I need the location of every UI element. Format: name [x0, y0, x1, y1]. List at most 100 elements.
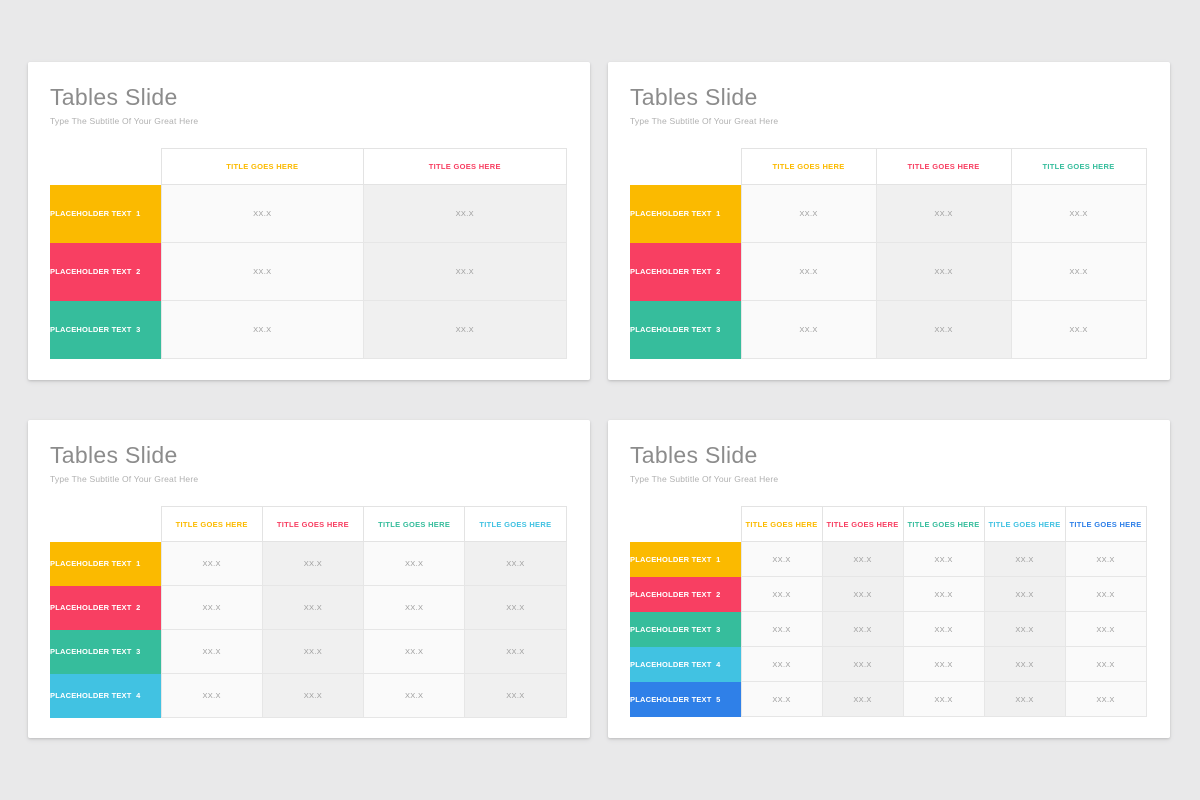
slide-thumbnail[interactable]: Tables Slide Type The Subtitle Of Your G… — [28, 62, 590, 380]
row-label-cell: PLACEHOLDER TEXT 3 — [50, 629, 161, 674]
slide-thumbnail[interactable]: Tables Slide Type The Subtitle Of Your G… — [28, 420, 590, 738]
value-cell: XX.X — [464, 673, 567, 718]
table-row: PLACEHOLDER TEXT 2 XX.X XX.X XX.X — [630, 242, 1147, 301]
value-cell: XX.X — [875, 242, 1012, 301]
table-column-header: TITLE GOES HERE — [363, 148, 567, 185]
table-body: PLACEHOLDER TEXT 1 XX.X XX.X XX.X XX.X XX.X PL… — [630, 541, 1147, 717]
table-body: PLACEHOLDER TEXT 1 XX.X XX.X XX.X XX.X PLACEH… — [50, 541, 567, 718]
row-label-cell: PLACEHOLDER TEXT 1 — [50, 541, 161, 586]
table-column-header: TITLE GOES HERE — [740, 506, 823, 542]
slide-thumbnail[interactable]: Tables Slide Type The Subtitle Of Your G… — [608, 62, 1170, 380]
table-corner-cell — [630, 149, 741, 185]
table-column-header: TITLE GOES HERE — [261, 506, 365, 542]
table-row: PLACEHOLDER TEXT 4 XX.X XX.X XX.X XX.X — [50, 673, 567, 718]
value-cell: XX.X — [983, 611, 1066, 647]
value-cell: XX.X — [875, 184, 1012, 243]
value-cell: XX.X — [902, 576, 985, 612]
value-cell: XX.X — [1064, 576, 1147, 612]
table-column-header: TITLE GOES HERE — [160, 506, 263, 542]
value-cell: XX.X — [740, 242, 877, 301]
table-row: PLACEHOLDER TEXT 3 XX.X XX.X XX.X XX.X XX.X — [630, 611, 1147, 647]
value-cell: XX.X — [362, 673, 466, 718]
table-column-header: TITLE GOES HERE — [464, 506, 567, 542]
value-cell: XX.X — [160, 300, 364, 359]
value-cell: XX.X — [821, 681, 904, 717]
value-cell: XX.X — [902, 646, 985, 682]
row-label-cell: PLACEHOLDER TEXT 2 — [630, 242, 741, 301]
value-cell: XX.X — [1010, 300, 1147, 359]
value-cell: XX.X — [821, 611, 904, 647]
table-body: PLACEHOLDER TEXT 1 XX.X XX.X PLACEHOLDER TE… — [50, 184, 567, 359]
value-cell: XX.X — [160, 541, 263, 586]
table-body: PLACEHOLDER TEXT 1 XX.X XX.X XX.X PLACEHOLDE… — [630, 184, 1147, 359]
value-cell: XX.X — [261, 541, 365, 586]
slide-subtitle: Type The Subtitle Of Your Great Here — [50, 474, 199, 484]
row-label-cell: PLACEHOLDER TEXT 5 — [630, 681, 741, 717]
value-cell: XX.X — [160, 242, 364, 301]
value-cell: XX.X — [362, 541, 466, 586]
value-cell: XX.X — [1010, 242, 1147, 301]
placeholder-table: TITLE GOES HERE TITLE GOES HERE TITLE GOES… — [630, 506, 1147, 717]
table-column-header: TITLE GOES HERE — [875, 148, 1012, 185]
value-cell: XX.X — [983, 646, 1066, 682]
table-column-header: TITLE GOES HERE — [1010, 148, 1147, 185]
row-label-cell: PLACEHOLDER TEXT 3 — [630, 300, 741, 359]
row-label-cell: PLACEHOLDER TEXT 4 — [50, 673, 161, 718]
value-cell: XX.X — [261, 673, 365, 718]
row-label-cell: PLACEHOLDER TEXT 4 — [630, 646, 741, 682]
slide-title: Tables Slide — [50, 84, 178, 110]
row-label-cell: PLACEHOLDER TEXT 1 — [50, 184, 161, 243]
table-column-header: TITLE GOES HERE — [902, 506, 985, 542]
value-cell: XX.X — [362, 629, 466, 674]
table-row: PLACEHOLDER TEXT 3 XX.X XX.X XX.X — [630, 300, 1147, 359]
placeholder-table: TITLE GOES HERE TITLE GOES HERE PLACEHOLD… — [50, 148, 567, 359]
slide-thumbnail[interactable]: Tables Slide Type The Subtitle Of Your G… — [608, 420, 1170, 738]
value-cell: XX.X — [1064, 541, 1147, 577]
value-cell: XX.X — [1064, 646, 1147, 682]
slide-subtitle: Type The Subtitle Of Your Great Here — [50, 116, 199, 126]
table-row: PLACEHOLDER TEXT 5 XX.X XX.X XX.X XX.X XX.X — [630, 681, 1147, 717]
table-column-header: TITLE GOES HERE — [821, 506, 904, 542]
value-cell: XX.X — [902, 611, 985, 647]
value-cell: XX.X — [740, 184, 877, 243]
value-cell: XX.X — [983, 541, 1066, 577]
table-row: PLACEHOLDER TEXT 1 XX.X XX.X — [50, 184, 567, 243]
value-cell: XX.X — [902, 681, 985, 717]
slide-title: Tables Slide — [630, 442, 758, 468]
slide-title: Tables Slide — [50, 442, 178, 468]
value-cell: XX.X — [740, 576, 823, 612]
table-header-row: TITLE GOES HERE TITLE GOES HERE TITLE GOES… — [630, 506, 1147, 542]
table-header-row: TITLE GOES HERE TITLE GOES HERE TITLE GOES… — [50, 506, 567, 542]
value-cell: XX.X — [464, 629, 567, 674]
row-label-cell: PLACEHOLDER TEXT 3 — [630, 611, 741, 647]
value-cell: XX.X — [160, 673, 263, 718]
table-column-header: TITLE GOES HERE — [362, 506, 466, 542]
row-label-cell: PLACEHOLDER TEXT 2 — [50, 585, 161, 630]
value-cell: XX.X — [740, 646, 823, 682]
table-row: PLACEHOLDER TEXT 3 XX.X XX.X — [50, 300, 567, 359]
row-label-cell: PLACEHOLDER TEXT 2 — [630, 576, 741, 612]
value-cell: XX.X — [821, 646, 904, 682]
value-cell: XX.X — [821, 541, 904, 577]
value-cell: XX.X — [740, 300, 877, 359]
value-cell: XX.X — [740, 541, 823, 577]
table-header-row: TITLE GOES HERE TITLE GOES HERE — [50, 148, 567, 185]
value-cell: XX.X — [875, 300, 1012, 359]
placeholder-table: TITLE GOES HERE TITLE GOES HERE TITLE GOES… — [630, 148, 1147, 359]
value-cell: XX.X — [740, 611, 823, 647]
row-label-cell: PLACEHOLDER TEXT 2 — [50, 242, 161, 301]
table-row: PLACEHOLDER TEXT 1 XX.X XX.X XX.X XX.X XX.X — [630, 541, 1147, 577]
table-header-row: TITLE GOES HERE TITLE GOES HERE TITLE GOES… — [630, 148, 1147, 185]
value-cell: XX.X — [821, 576, 904, 612]
value-cell: XX.X — [363, 242, 567, 301]
slide-subtitle: Type The Subtitle Of Your Great Here — [630, 474, 779, 484]
value-cell: XX.X — [362, 585, 466, 630]
table-row: PLACEHOLDER TEXT 1 XX.X XX.X XX.X — [630, 184, 1147, 243]
value-cell: XX.X — [1064, 681, 1147, 717]
value-cell: XX.X — [464, 585, 567, 630]
value-cell: XX.X — [261, 585, 365, 630]
table-row: PLACEHOLDER TEXT 2 XX.X XX.X — [50, 242, 567, 301]
table-row: PLACEHOLDER TEXT 2 XX.X XX.X XX.X XX.X XX.X — [630, 576, 1147, 612]
table-column-header: TITLE GOES HERE — [160, 148, 364, 185]
value-cell: XX.X — [363, 184, 567, 243]
